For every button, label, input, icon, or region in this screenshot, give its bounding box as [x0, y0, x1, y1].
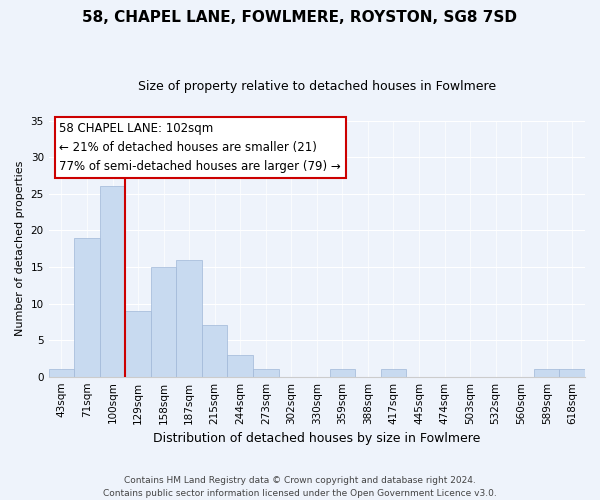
- X-axis label: Distribution of detached houses by size in Fowlmere: Distribution of detached houses by size …: [153, 432, 481, 445]
- Bar: [125, 311, 151, 376]
- Bar: [559, 370, 585, 376]
- Text: 58, CHAPEL LANE, FOWLMERE, ROYSTON, SG8 7SD: 58, CHAPEL LANE, FOWLMERE, ROYSTON, SG8 …: [83, 10, 517, 25]
- Bar: [534, 370, 559, 376]
- Text: Contains HM Land Registry data © Crown copyright and database right 2024.
Contai: Contains HM Land Registry data © Crown c…: [103, 476, 497, 498]
- Bar: [202, 326, 227, 376]
- Bar: [100, 186, 125, 376]
- Bar: [151, 267, 176, 376]
- Title: Size of property relative to detached houses in Fowlmere: Size of property relative to detached ho…: [138, 80, 496, 93]
- Y-axis label: Number of detached properties: Number of detached properties: [15, 161, 25, 336]
- Bar: [380, 370, 406, 376]
- Text: 58 CHAPEL LANE: 102sqm
← 21% of detached houses are smaller (21)
77% of semi-det: 58 CHAPEL LANE: 102sqm ← 21% of detached…: [59, 122, 341, 173]
- Bar: [227, 354, 253, 376]
- Bar: [49, 370, 74, 376]
- Bar: [253, 370, 278, 376]
- Bar: [176, 260, 202, 376]
- Bar: [74, 238, 100, 376]
- Bar: [329, 370, 355, 376]
